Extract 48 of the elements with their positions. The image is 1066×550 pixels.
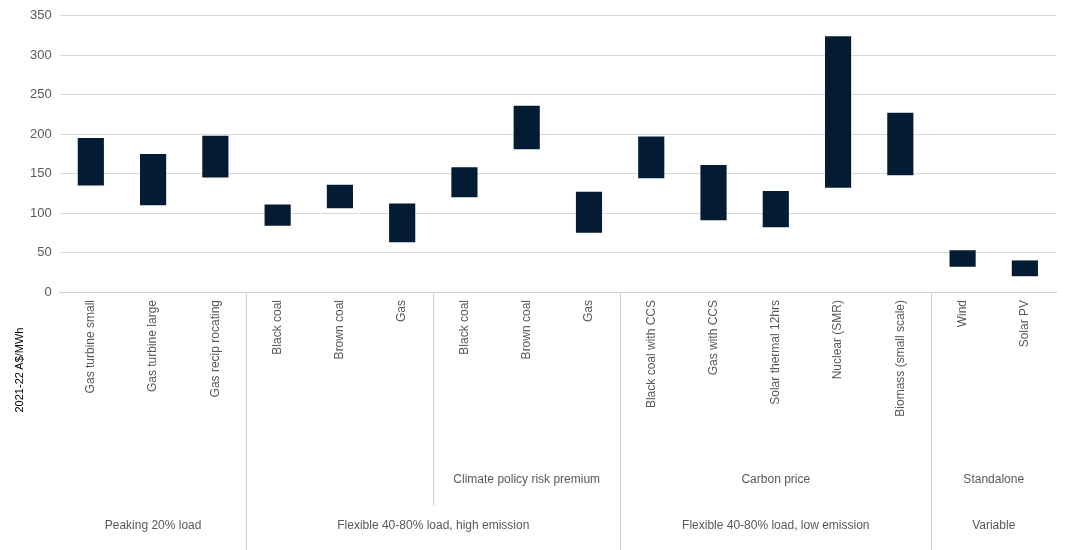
x-tick-label: Brown coal (519, 300, 534, 360)
bar (1011, 260, 1038, 277)
y-axis-title: 2021-22 A$/MWh (13, 327, 26, 413)
x-tick-label: Wind (954, 300, 969, 328)
text: Carbon price (741, 472, 811, 487)
x-tick-label: Biomass (small scale) (892, 300, 907, 417)
x-tick-label: Gas turbine small (83, 300, 98, 394)
x-tick-label: Gas (394, 300, 409, 323)
x-tick-label: Solar PV (1017, 300, 1032, 348)
x-tick-label: Black coal (456, 300, 471, 355)
bar (762, 190, 789, 228)
text: Flexible 40-80% load, low emission (682, 518, 870, 533)
bar (575, 191, 603, 233)
y-tick-label: 250 (29, 86, 52, 102)
text: Peaking 20% load (104, 518, 202, 533)
y-tick-label: 150 (29, 165, 52, 181)
bar (389, 203, 416, 243)
text: Standalone (963, 472, 1025, 487)
y-tick-label: 100 (29, 204, 52, 220)
bar (887, 112, 914, 176)
bar (326, 184, 353, 209)
text: Climate policy risk premium (453, 472, 601, 487)
text: Flexible 40-80% load, high emission (337, 518, 530, 533)
y-tick-label: 50 (37, 244, 52, 260)
x-tick-label: Black coal (269, 300, 284, 355)
x-tick-label: Gas turbine large (145, 299, 160, 393)
x-tick-label: Gas with CCS (705, 300, 720, 376)
bar (140, 153, 167, 206)
bar (451, 167, 478, 198)
x-tick-label: Black coal with CCS (643, 300, 658, 409)
x-tick-label: Gas (581, 300, 596, 323)
bar (77, 138, 104, 186)
x-tick-label: Brown coal (332, 300, 347, 360)
y-tick-label: 350 (29, 7, 52, 23)
text: Variable (972, 518, 1016, 533)
bar (824, 36, 852, 188)
bar (513, 105, 540, 150)
x-tick-label: Nuclear (SMR) (830, 300, 845, 380)
bar (638, 136, 665, 179)
bar (949, 250, 976, 267)
y-tick-label: 300 (29, 46, 52, 62)
y-tick-label: 0 (44, 283, 52, 299)
x-tick-label: Gas recip rocating (207, 300, 222, 398)
bar (264, 204, 291, 226)
bar (700, 164, 727, 221)
bar (202, 135, 229, 178)
x-tick-label: Solar thermal 12hrs (768, 300, 783, 405)
y-tick-label: 200 (29, 125, 52, 141)
